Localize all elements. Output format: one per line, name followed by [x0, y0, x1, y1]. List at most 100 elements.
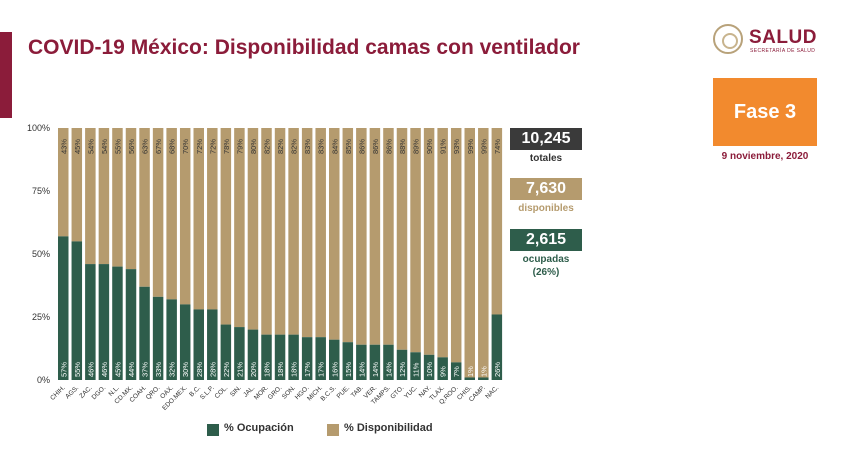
bar-occupied: [478, 377, 489, 380]
data-label-occupied: 14%: [371, 362, 380, 377]
bar-available: [423, 128, 435, 355]
data-label-available: 54%: [100, 139, 109, 154]
data-label-occupied: 18%: [263, 362, 272, 377]
bar-available: [288, 128, 299, 335]
bar-occupied: [288, 334, 299, 380]
bar-occupied: [274, 334, 286, 380]
data-label-occupied: 55%: [73, 362, 82, 377]
data-label-available: 63%: [141, 139, 150, 154]
bar-occupied: [112, 266, 123, 380]
bar-occupied: [315, 337, 326, 380]
data-label-available: 86%: [384, 139, 393, 154]
bar-occupied: [152, 296, 164, 380]
bar-available: [329, 128, 340, 340]
logo-subtext: SECRETARÍA DE SALUD: [750, 48, 816, 54]
bar-occupied: [234, 327, 245, 380]
data-label-available: 88%: [398, 139, 407, 154]
bar-available: [410, 128, 421, 353]
data-label-available: 89%: [412, 139, 421, 154]
bar-occupied: [410, 352, 421, 380]
data-label-occupied: 20%: [249, 362, 258, 377]
bar-occupied: [464, 377, 475, 380]
bar-available: [220, 128, 232, 325]
data-label-occupied: 22%: [222, 362, 231, 377]
data-label-occupied: 15%: [344, 362, 353, 377]
data-label-occupied: 21%: [235, 362, 244, 377]
bar-occupied: [396, 349, 408, 380]
data-label-available: 54%: [86, 139, 95, 154]
data-label-occupied: 1%: [479, 366, 488, 377]
bar-occupied: [423, 354, 435, 380]
data-label-occupied: 1%: [466, 366, 475, 377]
bar-available: [152, 128, 164, 297]
x-tick-label: GTO.: [389, 384, 405, 400]
data-label-occupied: 32%: [168, 362, 177, 377]
page-title: COVID-19 México: Disponibilidad camas co…: [28, 36, 580, 59]
bar-available: [234, 128, 245, 328]
bar-available: [112, 128, 123, 267]
data-label-occupied: 30%: [181, 362, 190, 377]
bar-available: [98, 128, 110, 265]
data-label-occupied: 33%: [154, 362, 163, 377]
data-label-available: 80%: [249, 139, 258, 154]
data-label-occupied: 28%: [195, 362, 204, 377]
bar-occupied: [125, 269, 137, 380]
x-tick-label: SIN.: [229, 384, 243, 398]
bar-available: [383, 128, 394, 345]
x-tick-label: QRO.: [145, 384, 162, 401]
bar-available: [58, 128, 69, 237]
data-label-occupied: 44%: [127, 362, 136, 377]
bar-occupied: [437, 357, 448, 380]
y-tick-label: 25%: [32, 312, 50, 322]
y-tick-label: 75%: [32, 186, 50, 196]
bar-available: [478, 128, 489, 378]
data-label-available: 90%: [425, 139, 434, 154]
bar-available: [396, 128, 408, 350]
data-label-available: 72%: [195, 139, 204, 154]
data-label-occupied: 17%: [317, 362, 326, 377]
bar-available: [342, 128, 354, 343]
data-label-available: 55%: [113, 139, 122, 154]
report-date: 9 noviembre, 2020: [721, 151, 809, 162]
y-tick-label: 100%: [27, 123, 50, 133]
bar-available: [274, 128, 286, 335]
x-tick-label: GRO.: [267, 384, 284, 401]
data-label-available: 82%: [276, 139, 285, 154]
bar-occupied: [207, 309, 218, 380]
data-label-occupied: 9%: [439, 366, 448, 377]
bar-occupied: [329, 339, 340, 380]
bar-occupied: [369, 344, 381, 380]
data-label-available: 45%: [73, 139, 82, 154]
bar-occupied: [247, 329, 259, 380]
bar-occupied: [356, 344, 367, 380]
data-label-available: 67%: [154, 139, 163, 154]
bar-available: [179, 128, 191, 305]
x-tick-label: S.L.P.: [199, 384, 216, 401]
bar-occupied: [342, 342, 354, 380]
data-label-available: 93%: [452, 139, 461, 154]
data-label-available: 91%: [439, 139, 448, 154]
total-beds-value: 10,245: [510, 128, 582, 150]
x-tick-label: YUC.: [403, 384, 419, 400]
data-label-available: 85%: [344, 139, 353, 154]
y-tick-label: 50%: [32, 249, 50, 259]
total-beds-label: totales: [529, 153, 563, 164]
data-label-available: 70%: [181, 139, 190, 154]
data-label-occupied: 45%: [113, 362, 122, 377]
bar-available: [85, 128, 96, 265]
legend-swatch-available: [327, 424, 339, 436]
data-label-available: 82%: [290, 139, 299, 154]
data-label-available: 86%: [357, 139, 366, 154]
bar-occupied: [383, 344, 394, 380]
data-label-occupied: 12%: [398, 362, 407, 377]
bar-occupied: [85, 264, 96, 380]
bar-occupied: [139, 286, 150, 380]
bar-occupied: [166, 299, 177, 380]
bar-available: [356, 128, 367, 345]
data-label-occupied: 7%: [452, 366, 461, 377]
data-label-available: 56%: [127, 139, 136, 154]
data-label-available: 82%: [263, 139, 272, 154]
bar-available: [301, 128, 313, 338]
bar-available: [166, 128, 177, 300]
